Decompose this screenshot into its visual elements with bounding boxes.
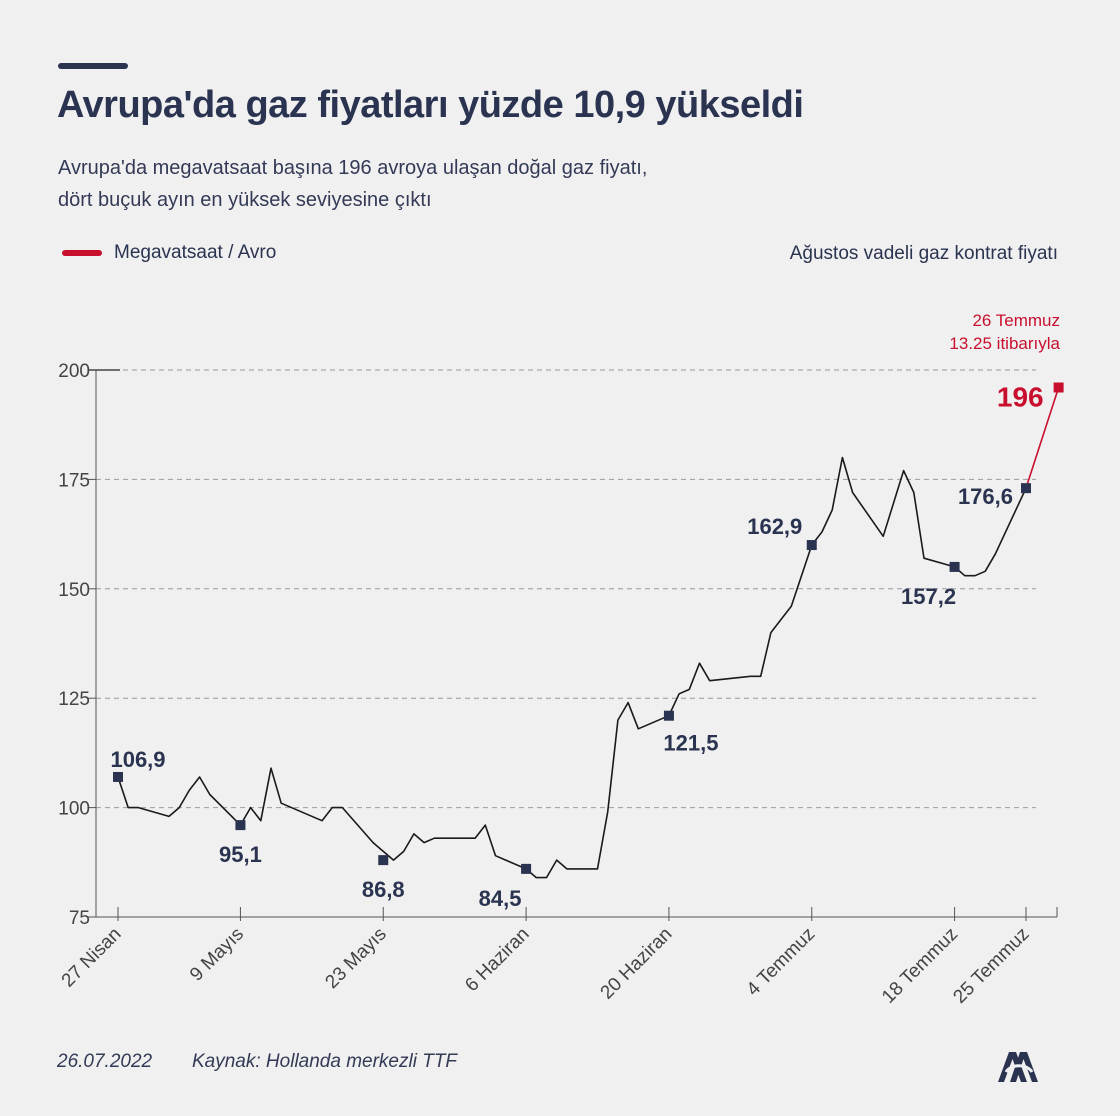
- footer-source: Kaynak: Hollanda merkezli TTF: [192, 1051, 458, 1072]
- x-tick-label: 18 Temmuz: [878, 924, 962, 1008]
- x-tick-label: 6 Haziran: [461, 924, 533, 996]
- point-value-label: 106,9: [110, 747, 165, 772]
- point-value-label: 162,9: [747, 514, 802, 539]
- title-accent-bar: [58, 63, 128, 69]
- y-tick-label: 75: [69, 908, 90, 929]
- x-tick-label: 20 Haziran: [597, 924, 677, 1004]
- y-tick-label: 125: [58, 689, 90, 710]
- point-value-label: 157,2: [901, 584, 956, 609]
- point-marker: [521, 863, 532, 874]
- annotation-date: 26 Temmuz: [972, 311, 1060, 330]
- y-tick-label: 200: [58, 361, 90, 382]
- point-value-label: 86,8: [362, 877, 405, 902]
- y-tick-label: 175: [58, 470, 90, 491]
- x-tick-label: 4 Temmuz: [743, 924, 820, 1001]
- annotation-time: 13.25 itibarıyla: [949, 334, 1060, 353]
- latest-annotation: 26 Temmuz 13.25 itibarıyla: [949, 309, 1060, 355]
- x-tick-label: 23 Mayıs: [321, 924, 390, 993]
- latest-value-label: 196: [997, 382, 1044, 413]
- point-value-label: 84,5: [479, 886, 522, 911]
- point-marker: [663, 710, 674, 721]
- subtitle-line-2: dört buçuk ayın en yüksek seviyesine çık…: [58, 189, 432, 211]
- x-tick-label: 25 Temmuz: [949, 924, 1033, 1008]
- aa-logo-icon: [998, 1052, 1038, 1082]
- point-value-label: 95,1: [219, 842, 262, 867]
- legend-swatch: [62, 250, 102, 256]
- chart-note: Ağustos vadeli gaz kontrat fiyatı: [789, 243, 1058, 264]
- y-tick-label: 100: [58, 799, 90, 820]
- y-tick-label: 150: [58, 580, 90, 601]
- footer-date: 26.07.2022: [57, 1051, 153, 1072]
- point-value-label: 176,6: [958, 484, 1013, 509]
- latest-segment: [1025, 387, 1060, 489]
- point-marker: [378, 855, 389, 866]
- subtitle: Avrupa'da megavatsaat başına 196 avroya …: [58, 152, 647, 216]
- legend-label: Megavatsaat / Avro: [114, 242, 277, 263]
- latest-marker: [1053, 382, 1064, 393]
- point-marker: [235, 820, 246, 831]
- point-marker: [1021, 483, 1031, 494]
- point-marker: [113, 771, 123, 782]
- series-line: [117, 456, 1027, 879]
- point-marker: [806, 540, 817, 551]
- page-title: Avrupa'da gaz fiyatları yüzde 10,9 yükse…: [57, 84, 804, 126]
- x-tick-label: 27 Nisan: [58, 924, 126, 992]
- point-value-label: 121,5: [663, 731, 718, 756]
- subtitle-line-1: Avrupa'da megavatsaat başına 196 avroya …: [58, 157, 648, 179]
- legend: Megavatsaat / Avro: [62, 242, 276, 264]
- x-tick-label: 9 Mayıs: [186, 924, 248, 986]
- point-marker: [949, 561, 960, 572]
